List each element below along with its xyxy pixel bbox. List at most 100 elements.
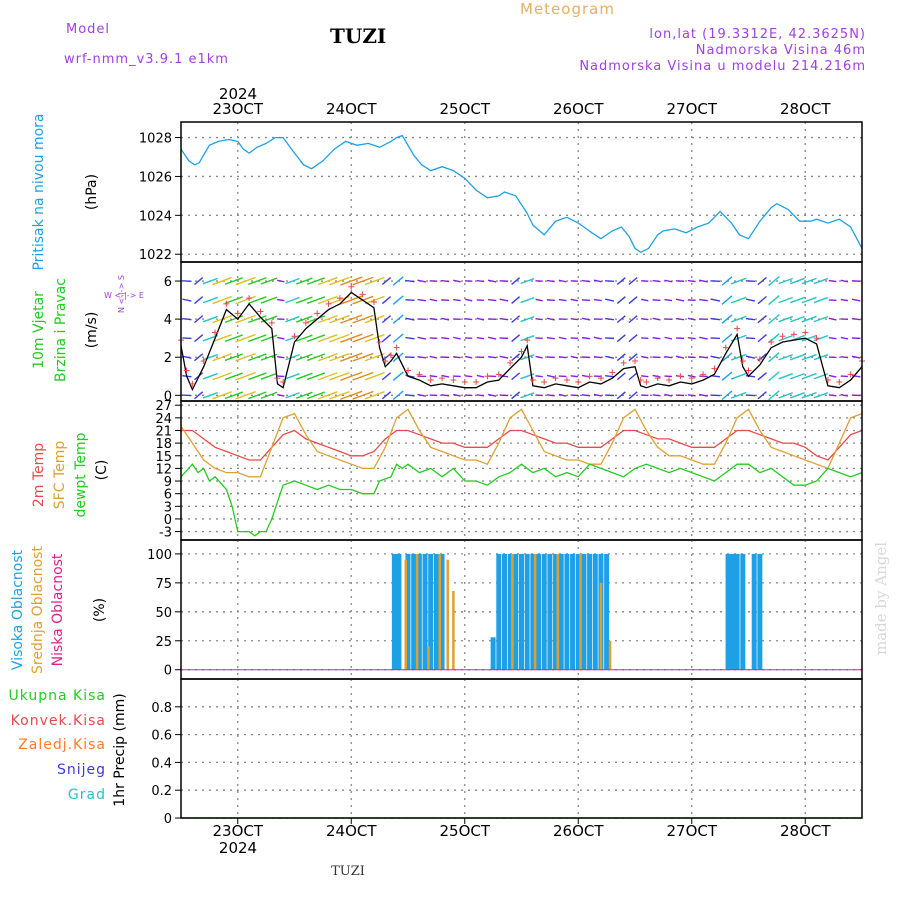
cloud-bar bbox=[490, 637, 496, 670]
cloud-bar bbox=[411, 553, 417, 670]
wind-arrow bbox=[558, 279, 567, 283]
wind-gust-marker bbox=[722, 344, 729, 351]
wind-gust-marker bbox=[183, 367, 190, 374]
wind-arrow bbox=[535, 298, 543, 302]
temperature-ytick-label: 21 bbox=[155, 424, 172, 439]
wind-arrow bbox=[851, 317, 861, 321]
wind-arrow bbox=[352, 371, 374, 381]
wind-gust-marker bbox=[824, 377, 831, 384]
wind-arrow bbox=[710, 317, 721, 321]
wind-arrow bbox=[778, 315, 793, 323]
wind-gust-marker bbox=[257, 308, 264, 315]
plot-layer: 10221024102610280246-3036912151821242702… bbox=[139, 100, 865, 840]
wind-arrow bbox=[790, 315, 805, 323]
wind-arrow bbox=[277, 356, 285, 359]
wind-arrow bbox=[570, 317, 579, 321]
wind-arrow bbox=[392, 295, 404, 305]
wind-arrow bbox=[652, 317, 661, 321]
wind-gust-marker bbox=[541, 378, 548, 385]
wind-arrow bbox=[329, 390, 350, 400]
cloud-label-1: Visoka Oblacnost bbox=[10, 549, 26, 670]
temperature-ytick-label: 12 bbox=[155, 462, 172, 477]
wind-gust-marker bbox=[393, 344, 400, 351]
cloud-ytick-label: 75 bbox=[155, 577, 172, 592]
precip-ytick-label: 0.4 bbox=[151, 756, 172, 771]
wind-arrow bbox=[381, 315, 392, 324]
wind-gust-marker bbox=[632, 358, 638, 365]
wind-arrow bbox=[202, 372, 218, 380]
wind-gust-marker bbox=[427, 377, 434, 384]
wind-arrow bbox=[745, 374, 756, 378]
wind-arrow bbox=[721, 276, 733, 286]
wind-arrow bbox=[745, 298, 756, 302]
wind-arrow bbox=[224, 296, 243, 304]
wind-arrow bbox=[687, 317, 696, 321]
cloud-bar bbox=[496, 553, 502, 670]
wind-arrow bbox=[277, 336, 285, 340]
wind-arrow bbox=[699, 355, 708, 359]
cloud-bar bbox=[501, 553, 507, 670]
cloud-bar bbox=[541, 553, 547, 670]
wind-arrow bbox=[851, 374, 861, 378]
wind-arrow bbox=[721, 371, 733, 381]
wind-gust-marker bbox=[847, 371, 854, 378]
wind-gust-marker bbox=[790, 331, 797, 338]
wind-arrow bbox=[616, 315, 626, 324]
wind-gust-marker bbox=[643, 378, 650, 385]
cloud-ytick-label: 100 bbox=[147, 548, 172, 563]
cloud-unit: (%) bbox=[92, 598, 108, 622]
wind-gust-marker bbox=[495, 371, 502, 378]
cloud-bar bbox=[725, 553, 731, 670]
wind-arrow bbox=[464, 375, 473, 378]
wind-arrow bbox=[605, 298, 615, 302]
wind-gust-marker bbox=[473, 378, 480, 385]
wind-arrow bbox=[317, 334, 338, 343]
wind-arrow bbox=[194, 315, 204, 324]
wind-arrow bbox=[520, 392, 535, 399]
station-title: TUZI bbox=[330, 24, 386, 48]
wind-gust-marker bbox=[246, 295, 253, 302]
wind-arrow bbox=[212, 334, 232, 343]
wind-gust-marker bbox=[461, 378, 468, 385]
wind-arrow bbox=[768, 371, 780, 382]
precip-ytick-label: 0.8 bbox=[151, 701, 172, 716]
wind-arrow bbox=[757, 334, 767, 343]
wind-arrow bbox=[224, 353, 243, 362]
wind-arrow bbox=[235, 371, 256, 381]
wind-arrow bbox=[182, 298, 192, 302]
wind-arrow bbox=[593, 393, 602, 397]
wind-arrow bbox=[535, 375, 543, 378]
precip-unit: 1hr Precip (mm) bbox=[112, 693, 128, 806]
temp-label-3: dewpt Temp bbox=[73, 432, 89, 517]
wind-arrow bbox=[277, 279, 285, 283]
wind-arrow bbox=[616, 334, 626, 343]
wind-arrow bbox=[260, 334, 278, 342]
wind-arrow bbox=[364, 276, 385, 286]
wind-gust-marker bbox=[620, 359, 627, 366]
wind-arrow bbox=[699, 336, 708, 340]
legend-freezing-rain: Zaledj.Kisa bbox=[18, 737, 106, 753]
wind-arrow bbox=[570, 298, 579, 302]
wind-arrow bbox=[721, 295, 733, 305]
wind-arrow bbox=[664, 298, 673, 302]
wind-arrow bbox=[194, 277, 204, 286]
cloud-bar bbox=[757, 553, 763, 670]
wind-arrow bbox=[364, 295, 385, 305]
wind-arrow bbox=[260, 391, 278, 399]
wind-arrow bbox=[605, 355, 615, 359]
wind-arrow bbox=[499, 317, 509, 321]
x-tick-label-top: 27OCT bbox=[666, 100, 717, 118]
cloud-bar bbox=[452, 590, 455, 670]
wind-arrow bbox=[593, 355, 602, 359]
wind-arrow bbox=[441, 317, 450, 321]
wind-arrow bbox=[790, 296, 805, 304]
wind-arrow bbox=[329, 352, 350, 362]
wind-arrow bbox=[476, 394, 485, 397]
x-tick-label-bottom: 26OCT bbox=[553, 822, 604, 840]
wind-arrow bbox=[212, 295, 232, 305]
wind-arrow bbox=[778, 353, 793, 361]
wind-gust-marker bbox=[700, 371, 707, 378]
wind-arrow bbox=[182, 317, 192, 321]
wind-arrow bbox=[194, 296, 204, 305]
